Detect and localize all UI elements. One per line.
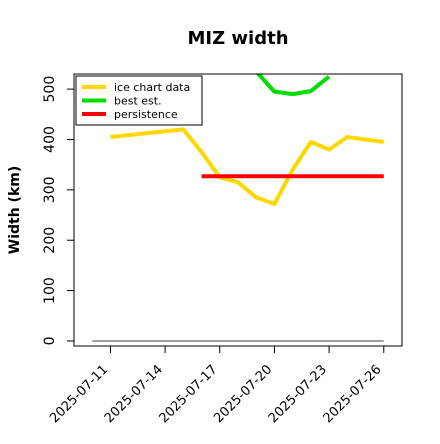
y-tick-label: 400 [42, 126, 58, 153]
series-line-ice-chart-data [110, 127, 385, 206]
y-tick-label: 200 [42, 227, 58, 254]
y-axis-label: Width (km) [7, 166, 23, 255]
legend-label: ice chart data [114, 81, 190, 94]
x-tick-label: 2025-07-26 [321, 362, 385, 426]
y-tick-label: 300 [42, 176, 58, 203]
y-tick-label: 0 [42, 337, 58, 346]
legend-label: best est. [114, 95, 162, 108]
plot-frame [73, 73, 403, 347]
y-tick-label: 500 [42, 76, 58, 103]
chart-title: MIZ width [187, 28, 288, 49]
axis-layer: 01002003004005002025-07-112025-07-142025… [42, 76, 385, 427]
series-layer [92, 74, 385, 342]
series-line-best-est [255, 74, 331, 97]
y-tick-label: 100 [42, 277, 58, 304]
legend-label: persistence [114, 108, 178, 121]
